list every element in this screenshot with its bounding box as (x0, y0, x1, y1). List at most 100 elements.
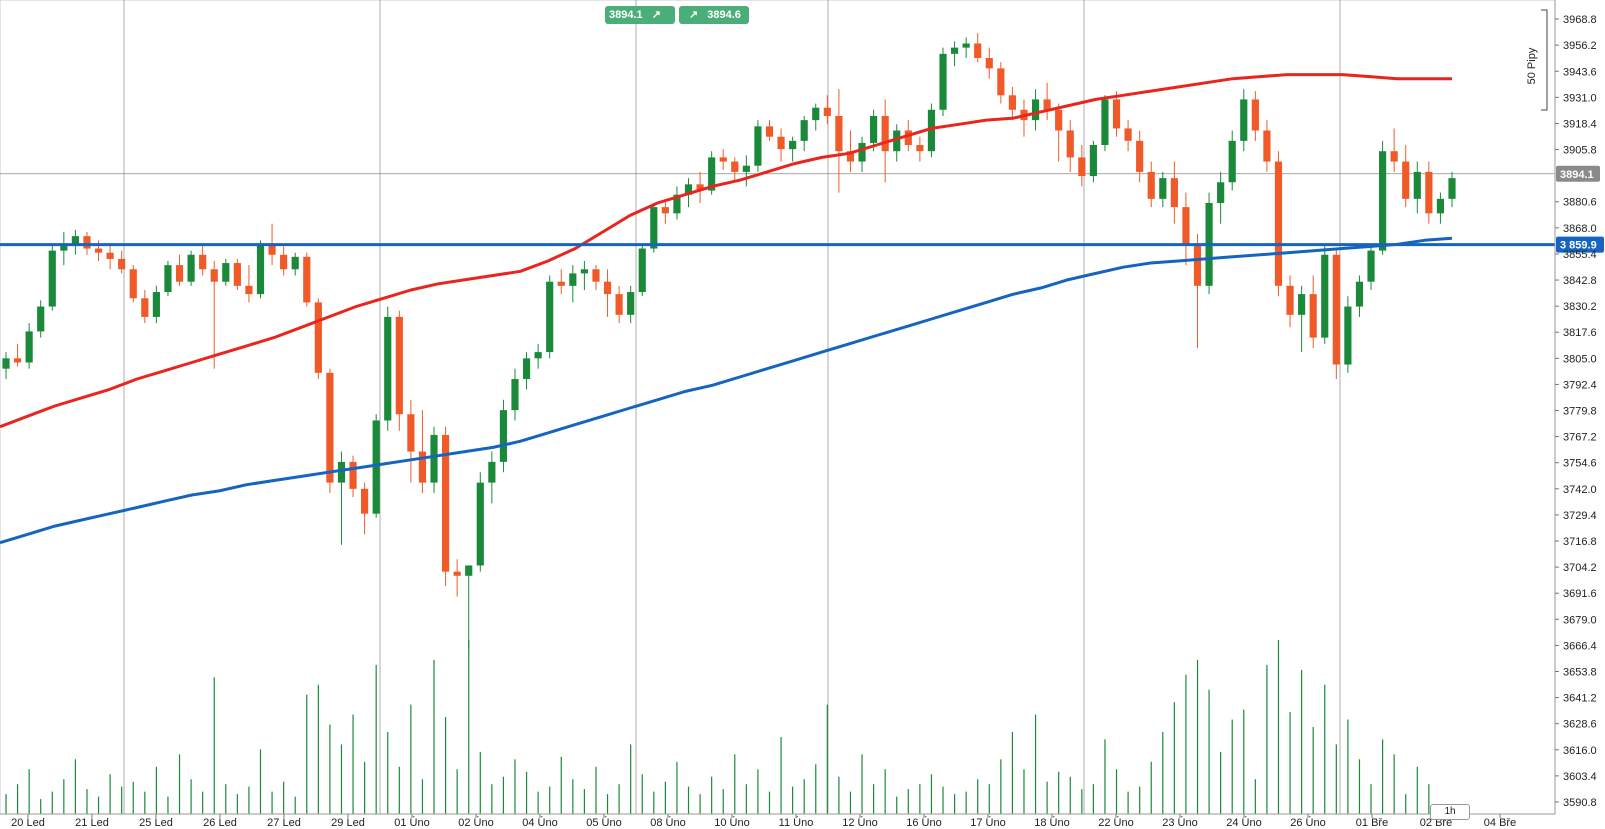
candle-down (1263, 130, 1271, 162)
candle-up (870, 115, 878, 143)
time-tick-label: 25 Led (139, 817, 173, 829)
time-tick-label: 01 Úno (394, 816, 429, 829)
time-tick-label: 04 Bře (1484, 817, 1516, 829)
candle-up (291, 256, 299, 270)
candle-up (638, 248, 646, 293)
buy-button[interactable]: ↗ 3894.6 (679, 6, 749, 24)
pips-bracket (1541, 9, 1548, 111)
time-tick-label: 24 Úno (1226, 816, 1261, 829)
horizontal-line-group[interactable]: 3 859.9 (0, 236, 1604, 253)
candle-down (1124, 128, 1132, 141)
time-tick-label: 23 Úno (1162, 816, 1197, 829)
candle-down (303, 256, 311, 303)
candle-up (465, 565, 473, 576)
candle-down (118, 258, 126, 270)
candle-up (25, 331, 33, 363)
candle-down (326, 372, 334, 483)
price-tick-label: 3691.6 (1563, 588, 1597, 600)
bid-price: 3894.1 (609, 9, 643, 21)
price-tick-label: 3679.0 (1563, 614, 1597, 626)
price-tick-label: 3704.2 (1563, 562, 1597, 574)
price-tick-label: 3830.2 (1563, 301, 1597, 313)
time-tick-label: 02 Bře (1420, 817, 1452, 829)
sell-button[interactable]: 3894.1 ↗ (605, 6, 675, 24)
candle-down (314, 302, 322, 373)
candle-down (904, 130, 912, 145)
candle-up (48, 250, 56, 307)
candle-up (1344, 306, 1352, 365)
candle-down (696, 184, 704, 191)
candle-up (534, 352, 542, 359)
candle-up (627, 292, 635, 315)
candle-down (1332, 254, 1340, 365)
candle-down (349, 461, 357, 489)
candle-up (1367, 250, 1375, 282)
moving-average-fast (0, 73, 1452, 429)
candle-down (94, 248, 103, 253)
candle-down (268, 244, 276, 255)
candle-up (372, 420, 380, 514)
candle-up (650, 207, 658, 249)
candle-up (71, 236, 79, 245)
price-tick-label: 3931.0 (1563, 92, 1597, 104)
candle-up (152, 292, 160, 317)
candle-down (395, 316, 403, 415)
price-tick-label: 3779.8 (1563, 406, 1597, 418)
candle-down (1136, 140, 1144, 172)
candle-up (789, 140, 797, 150)
candle-down (1112, 99, 1121, 129)
candle-down (731, 161, 739, 172)
price-tick-label: 3943.6 (1563, 66, 1597, 78)
time-tick-label: 22 Úno (1098, 816, 1133, 829)
candle-down (765, 126, 774, 137)
candle-up (1355, 281, 1364, 307)
volume-bars (5, 640, 1430, 814)
candle-down (407, 414, 415, 452)
time-tick-label: 05 Úno (586, 816, 621, 829)
price-tick-label: 3968.8 (1563, 14, 1597, 26)
candle-up (522, 358, 531, 380)
candle-up (950, 47, 959, 54)
candle-down (280, 254, 288, 270)
candle-down (1286, 285, 1294, 315)
candle-up (1436, 198, 1445, 214)
candle-down (106, 252, 114, 259)
candle-up (708, 157, 716, 191)
candle-down (361, 488, 369, 514)
time-tick-label: 21 Led (75, 817, 109, 829)
candle-down (1274, 161, 1283, 286)
time-tick-label: 08 Úno (650, 816, 685, 829)
candle-down (1402, 161, 1410, 199)
chart-grid (0, 0, 1556, 815)
price-tick-label: 3880.6 (1563, 197, 1597, 209)
moving-averages (0, 73, 1453, 545)
candle-up (673, 194, 681, 214)
time-tick-label: 16 Úno (906, 816, 941, 829)
candle-up (580, 269, 588, 274)
price-tick-label: 3716.8 (1563, 536, 1597, 548)
candle-down (1043, 99, 1051, 110)
current-price-badge (1556, 165, 1600, 182)
candle-down (615, 294, 623, 315)
time-axis[interactable]: 20 Led 21 Led 25 Led 26 Led 27 Led 29 Led 01 Ú… (0, 813, 1555, 829)
candle-up (1448, 178, 1456, 199)
pips-scale-label: 50 Pipy (1526, 47, 1538, 85)
candle-up (1379, 151, 1387, 251)
price-tick-label: 3742.0 (1563, 484, 1597, 496)
price-axis[interactable]: 3968.8 3956.2 3943.6 3931.0 3918.4 3905.8 3880… (1541, 0, 1600, 814)
time-tick-label: 10 Úno (714, 816, 749, 829)
time-tick-label: 29 Led (331, 817, 365, 829)
candle-down (418, 451, 427, 483)
candle-down (199, 254, 207, 270)
candle-up (164, 265, 172, 293)
candle-down (1066, 130, 1074, 158)
candle-down (141, 298, 149, 317)
ask-price: 3894.6 (707, 9, 741, 21)
candle-up (256, 244, 265, 295)
candle-down (1055, 109, 1063, 131)
timeframe-button[interactable]: 1h (1430, 804, 1470, 820)
candle-down (245, 285, 253, 295)
time-tick-label: 20 Led (11, 817, 45, 829)
price-tick-label: 3767.2 (1563, 432, 1597, 444)
